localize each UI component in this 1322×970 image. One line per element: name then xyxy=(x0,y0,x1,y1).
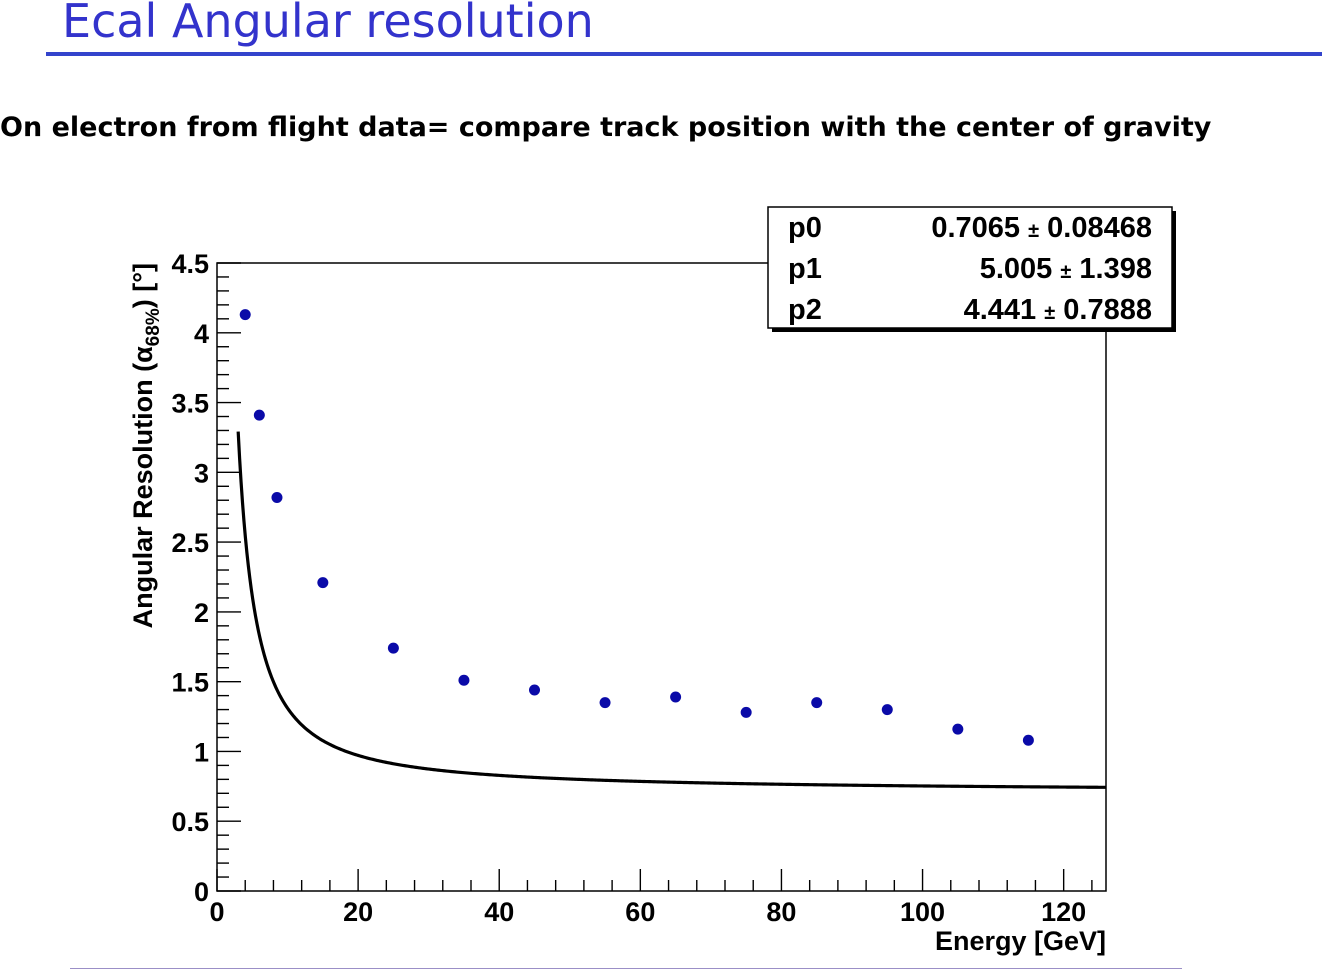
y-tick-label: 1.5 xyxy=(171,668,209,698)
data-point xyxy=(529,684,540,696)
data-point xyxy=(881,704,893,716)
data-point xyxy=(740,706,752,718)
y-tick-label: 1 xyxy=(194,737,209,767)
x-axis-title: Energy [GeV] xyxy=(935,926,1106,956)
stats-error: 0.7888 xyxy=(1055,294,1152,326)
stats-value: 0.7065 xyxy=(931,212,1028,244)
y-tick-label: 0 xyxy=(194,877,209,907)
fit-stats-box: p0 0.7065 ± 0.08468 p1 5.005 ± 1.398 p2 4.441… xyxy=(767,206,1176,332)
slide-title: Ecal Angular resolution xyxy=(62,0,594,48)
data-point xyxy=(458,674,470,686)
stats-error: 0.08468 xyxy=(1039,212,1152,244)
fit-curve-group xyxy=(236,431,1106,789)
x-tick-label: 20 xyxy=(343,897,373,927)
axis-labels: Energy [GeV] Angular Resolution (α68%) [… xyxy=(128,249,1106,956)
stats-value: 5.005 xyxy=(980,253,1061,285)
data-point xyxy=(239,309,251,321)
fit-curve xyxy=(236,431,1106,789)
data-points xyxy=(239,309,1034,746)
slide-subtitle: On electron from flight data= compare tr… xyxy=(0,112,1212,143)
stats-param-name: p0 xyxy=(788,212,822,244)
y-tick-label: 4 xyxy=(194,319,209,349)
stats-param-name: p1 xyxy=(788,253,822,285)
y-tick-label: 4.5 xyxy=(171,249,209,279)
y-tick-label: 2 xyxy=(194,598,209,628)
y-tick-label: 2.5 xyxy=(171,528,209,558)
x-tick-label: 40 xyxy=(484,897,514,927)
stats-param-name: p2 xyxy=(788,294,822,326)
plot-frame xyxy=(216,262,1107,892)
data-point xyxy=(952,723,964,735)
data-point xyxy=(317,577,329,589)
x-tick-label: 80 xyxy=(766,897,796,927)
data-point xyxy=(387,642,399,654)
x-tick-label: 0 xyxy=(209,897,224,927)
y-axis-title: Angular Resolution (α68%) [°] xyxy=(128,263,164,628)
stats-param-value: 5.005 ± 1.398 xyxy=(980,253,1152,285)
data-point xyxy=(670,691,682,703)
stats-plus-minus: ± xyxy=(1044,302,1055,324)
y-axis-title-subscript: 68% xyxy=(143,308,164,346)
y-tick-label: 3.5 xyxy=(171,389,209,419)
y-axis-title-tail: ) [°] xyxy=(128,263,158,308)
stats-box-frame xyxy=(767,206,1173,329)
stats-param-value: 4.441 ± 0.7888 xyxy=(964,294,1152,326)
data-point xyxy=(599,697,611,709)
stats-plus-minus: ± xyxy=(1028,220,1039,242)
stats-param-value: 0.7065 ± 0.08468 xyxy=(931,212,1152,244)
stats-error: 1.398 xyxy=(1071,253,1152,285)
data-point xyxy=(271,491,283,503)
x-tick-label: 60 xyxy=(625,897,655,927)
plot-area-border xyxy=(216,262,1107,892)
stats-plus-minus: ± xyxy=(1060,261,1071,283)
x-tick-label: 100 xyxy=(900,897,945,927)
y-tick-label: 0.5 xyxy=(171,807,209,837)
y-axis-title-main: Angular Resolution (α xyxy=(128,346,158,628)
stats-value: 4.441 xyxy=(964,294,1045,326)
data-point xyxy=(1022,734,1034,746)
y-tick-label: 3 xyxy=(194,458,209,488)
data-point xyxy=(811,697,823,709)
axis-ticks xyxy=(216,262,1093,892)
title-rule xyxy=(46,52,1322,56)
bottom-rule xyxy=(70,968,1182,969)
data-point xyxy=(253,409,265,421)
x-tick-label: 120 xyxy=(1041,897,1086,927)
